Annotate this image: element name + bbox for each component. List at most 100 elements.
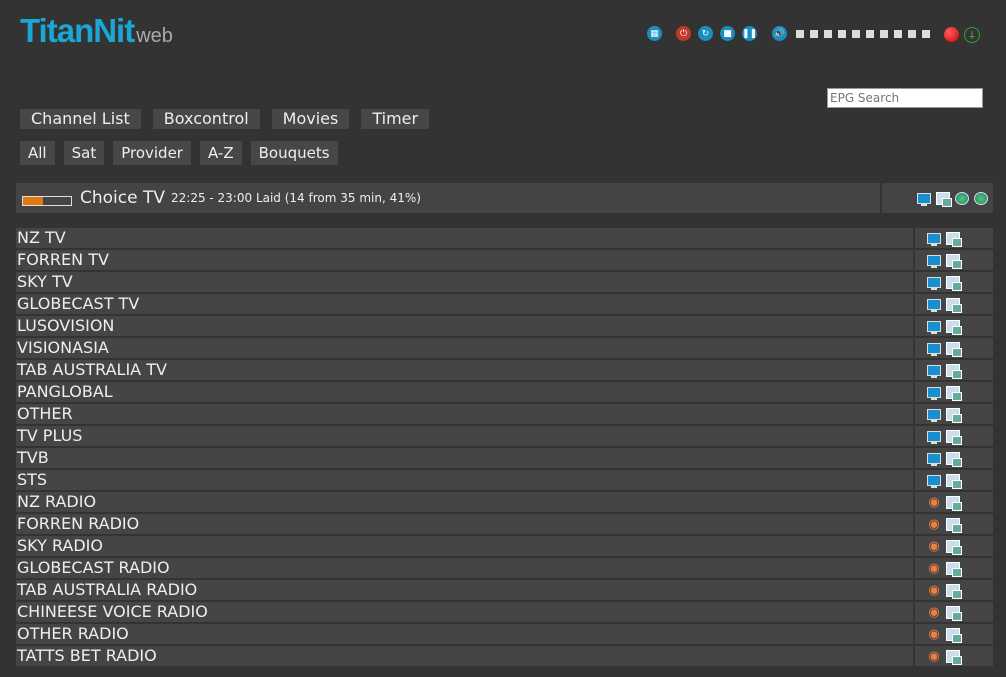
volume-slider[interactable] <box>796 29 936 38</box>
volume-step[interactable] <box>810 29 818 38</box>
volume-step[interactable] <box>894 29 902 38</box>
web-epg-icon[interactable] <box>955 191 969 205</box>
channel-name[interactable]: LUSOVISION <box>16 316 913 336</box>
channel-actions <box>915 316 993 336</box>
submenu-all[interactable]: All <box>20 141 55 165</box>
tv-stream-icon[interactable] <box>927 320 941 334</box>
tv-stream-icon[interactable] <box>927 474 941 488</box>
tv-stream-icon[interactable] <box>927 364 941 378</box>
channel-name[interactable]: GLOBECAST TV <box>16 294 913 314</box>
epg-list-icon[interactable] <box>946 253 962 269</box>
submenu-bouquets[interactable]: Bouquets <box>250 141 338 165</box>
radio-stream-icon[interactable]: ◉ <box>928 648 940 664</box>
tv-stream-icon[interactable] <box>927 408 941 422</box>
power-icon[interactable]: ⏻ <box>676 26 691 41</box>
channel-name[interactable]: NZ TV <box>16 228 913 248</box>
epg-list-icon[interactable] <box>946 561 962 577</box>
channel-name[interactable]: TV PLUS <box>16 426 913 446</box>
epg-list-icon[interactable] <box>946 605 962 621</box>
epg-list-icon[interactable] <box>946 297 962 313</box>
volume-step[interactable] <box>922 29 930 38</box>
radio-stream-icon[interactable]: ◉ <box>928 516 940 532</box>
channel-name[interactable]: CHINEESE VOICE RADIO <box>16 602 913 622</box>
epg-list-icon[interactable] <box>946 319 962 335</box>
radio-stream-icon[interactable]: ◉ <box>928 538 940 554</box>
tv-stream-icon[interactable] <box>927 452 941 466</box>
radio-stream-icon[interactable]: ◉ <box>928 494 940 510</box>
channel-name[interactable]: STS <box>16 470 913 490</box>
channel-name[interactable]: OTHER RADIO <box>16 624 913 644</box>
channel-actions <box>915 382 993 402</box>
remote-icon[interactable]: ▦ <box>647 26 662 41</box>
channel-name[interactable]: FORREN RADIO <box>16 514 913 534</box>
menu-channel-list[interactable]: Channel List <box>20 109 141 129</box>
epg-list-icon[interactable] <box>936 191 952 207</box>
stop-icon[interactable]: ■ <box>720 26 735 41</box>
epg-list-icon[interactable] <box>946 341 962 357</box>
epg-list-icon[interactable] <box>946 517 962 533</box>
tv-stream-icon[interactable] <box>927 430 941 444</box>
channel-name[interactable]: OTHER <box>16 404 913 424</box>
radio-stream-icon[interactable]: ◉ <box>928 604 940 620</box>
volume-step[interactable] <box>852 29 860 38</box>
epg-list-icon[interactable] <box>946 429 962 445</box>
logo-main: TitanNit <box>20 12 135 49</box>
volume-step[interactable] <box>796 29 804 38</box>
tv-stream-icon[interactable] <box>927 276 941 290</box>
epg-search-input[interactable] <box>827 88 983 108</box>
menu-boxcontrol[interactable]: Boxcontrol <box>152 109 260 129</box>
channel-name[interactable]: TVB <box>16 448 913 468</box>
tv-stream-icon[interactable] <box>927 298 941 312</box>
signal-icon[interactable]: ⍊ <box>964 27 980 43</box>
record-icon[interactable] <box>944 27 959 42</box>
channel-name[interactable]: PANGLOBAL <box>16 382 913 402</box>
restart-icon[interactable]: ↻ <box>698 26 713 41</box>
tv-stream-icon[interactable] <box>927 342 941 356</box>
pause-icon[interactable]: ❚❚ <box>742 26 757 41</box>
menu-movies[interactable]: Movies <box>271 109 350 129</box>
tv-stream-icon[interactable] <box>927 232 941 246</box>
epg-list-icon[interactable] <box>946 627 962 643</box>
channel-name[interactable]: SKY TV <box>16 272 913 292</box>
radio-stream-icon[interactable]: ◉ <box>928 626 940 642</box>
submenu-provider[interactable]: Provider <box>113 141 191 165</box>
radio-stream-icon[interactable]: ◉ <box>928 582 940 598</box>
channel-name[interactable]: FORREN TV <box>16 250 913 270</box>
epg-list-icon[interactable] <box>946 495 962 511</box>
volume-step[interactable] <box>824 29 832 38</box>
channel-name[interactable]: TAB AUSTRALIA TV <box>16 360 913 380</box>
channel-name[interactable]: GLOBECAST RADIO <box>16 558 913 578</box>
epg-list-icon[interactable] <box>946 451 962 467</box>
tv-stream-icon[interactable] <box>927 254 941 268</box>
volume-step[interactable] <box>838 29 846 38</box>
channel-actions: ◉ <box>915 624 993 644</box>
volume-step[interactable] <box>866 29 874 38</box>
epg-list-icon[interactable] <box>946 539 962 555</box>
globe-icon[interactable] <box>974 191 988 205</box>
epg-list-icon[interactable] <box>946 385 962 401</box>
channel-name[interactable]: VISIONASIA <box>16 338 913 358</box>
channel-name[interactable]: SKY RADIO <box>16 536 913 556</box>
channel-row: VISIONASIA <box>16 338 993 358</box>
titannit-logo: TitanNit web <box>20 12 200 72</box>
volume-icon[interactable]: 🔊 <box>772 26 787 41</box>
epg-list-icon[interactable] <box>946 231 962 247</box>
channel-name[interactable]: TAB AUSTRALIA RADIO <box>16 580 913 600</box>
radio-stream-icon[interactable]: ◉ <box>928 560 940 576</box>
channel-actions <box>915 404 993 424</box>
epg-list-icon[interactable] <box>946 275 962 291</box>
channel-name[interactable]: TATTS BET RADIO <box>16 646 913 666</box>
submenu-sat[interactable]: Sat <box>63 141 105 165</box>
epg-list-icon[interactable] <box>946 473 962 489</box>
submenu-a-z[interactable]: A-Z <box>199 141 242 165</box>
epg-list-icon[interactable] <box>946 407 962 423</box>
tv-stream-icon[interactable] <box>927 386 941 400</box>
menu-timer[interactable]: Timer <box>361 109 430 129</box>
channel-name[interactable]: NZ RADIO <box>16 492 913 512</box>
volume-step[interactable] <box>880 29 888 38</box>
epg-list-icon[interactable] <box>946 583 962 599</box>
epg-list-icon[interactable] <box>946 363 962 379</box>
tv-stream-icon[interactable] <box>917 192 931 206</box>
volume-step[interactable] <box>908 29 916 38</box>
epg-list-icon[interactable] <box>946 649 962 665</box>
